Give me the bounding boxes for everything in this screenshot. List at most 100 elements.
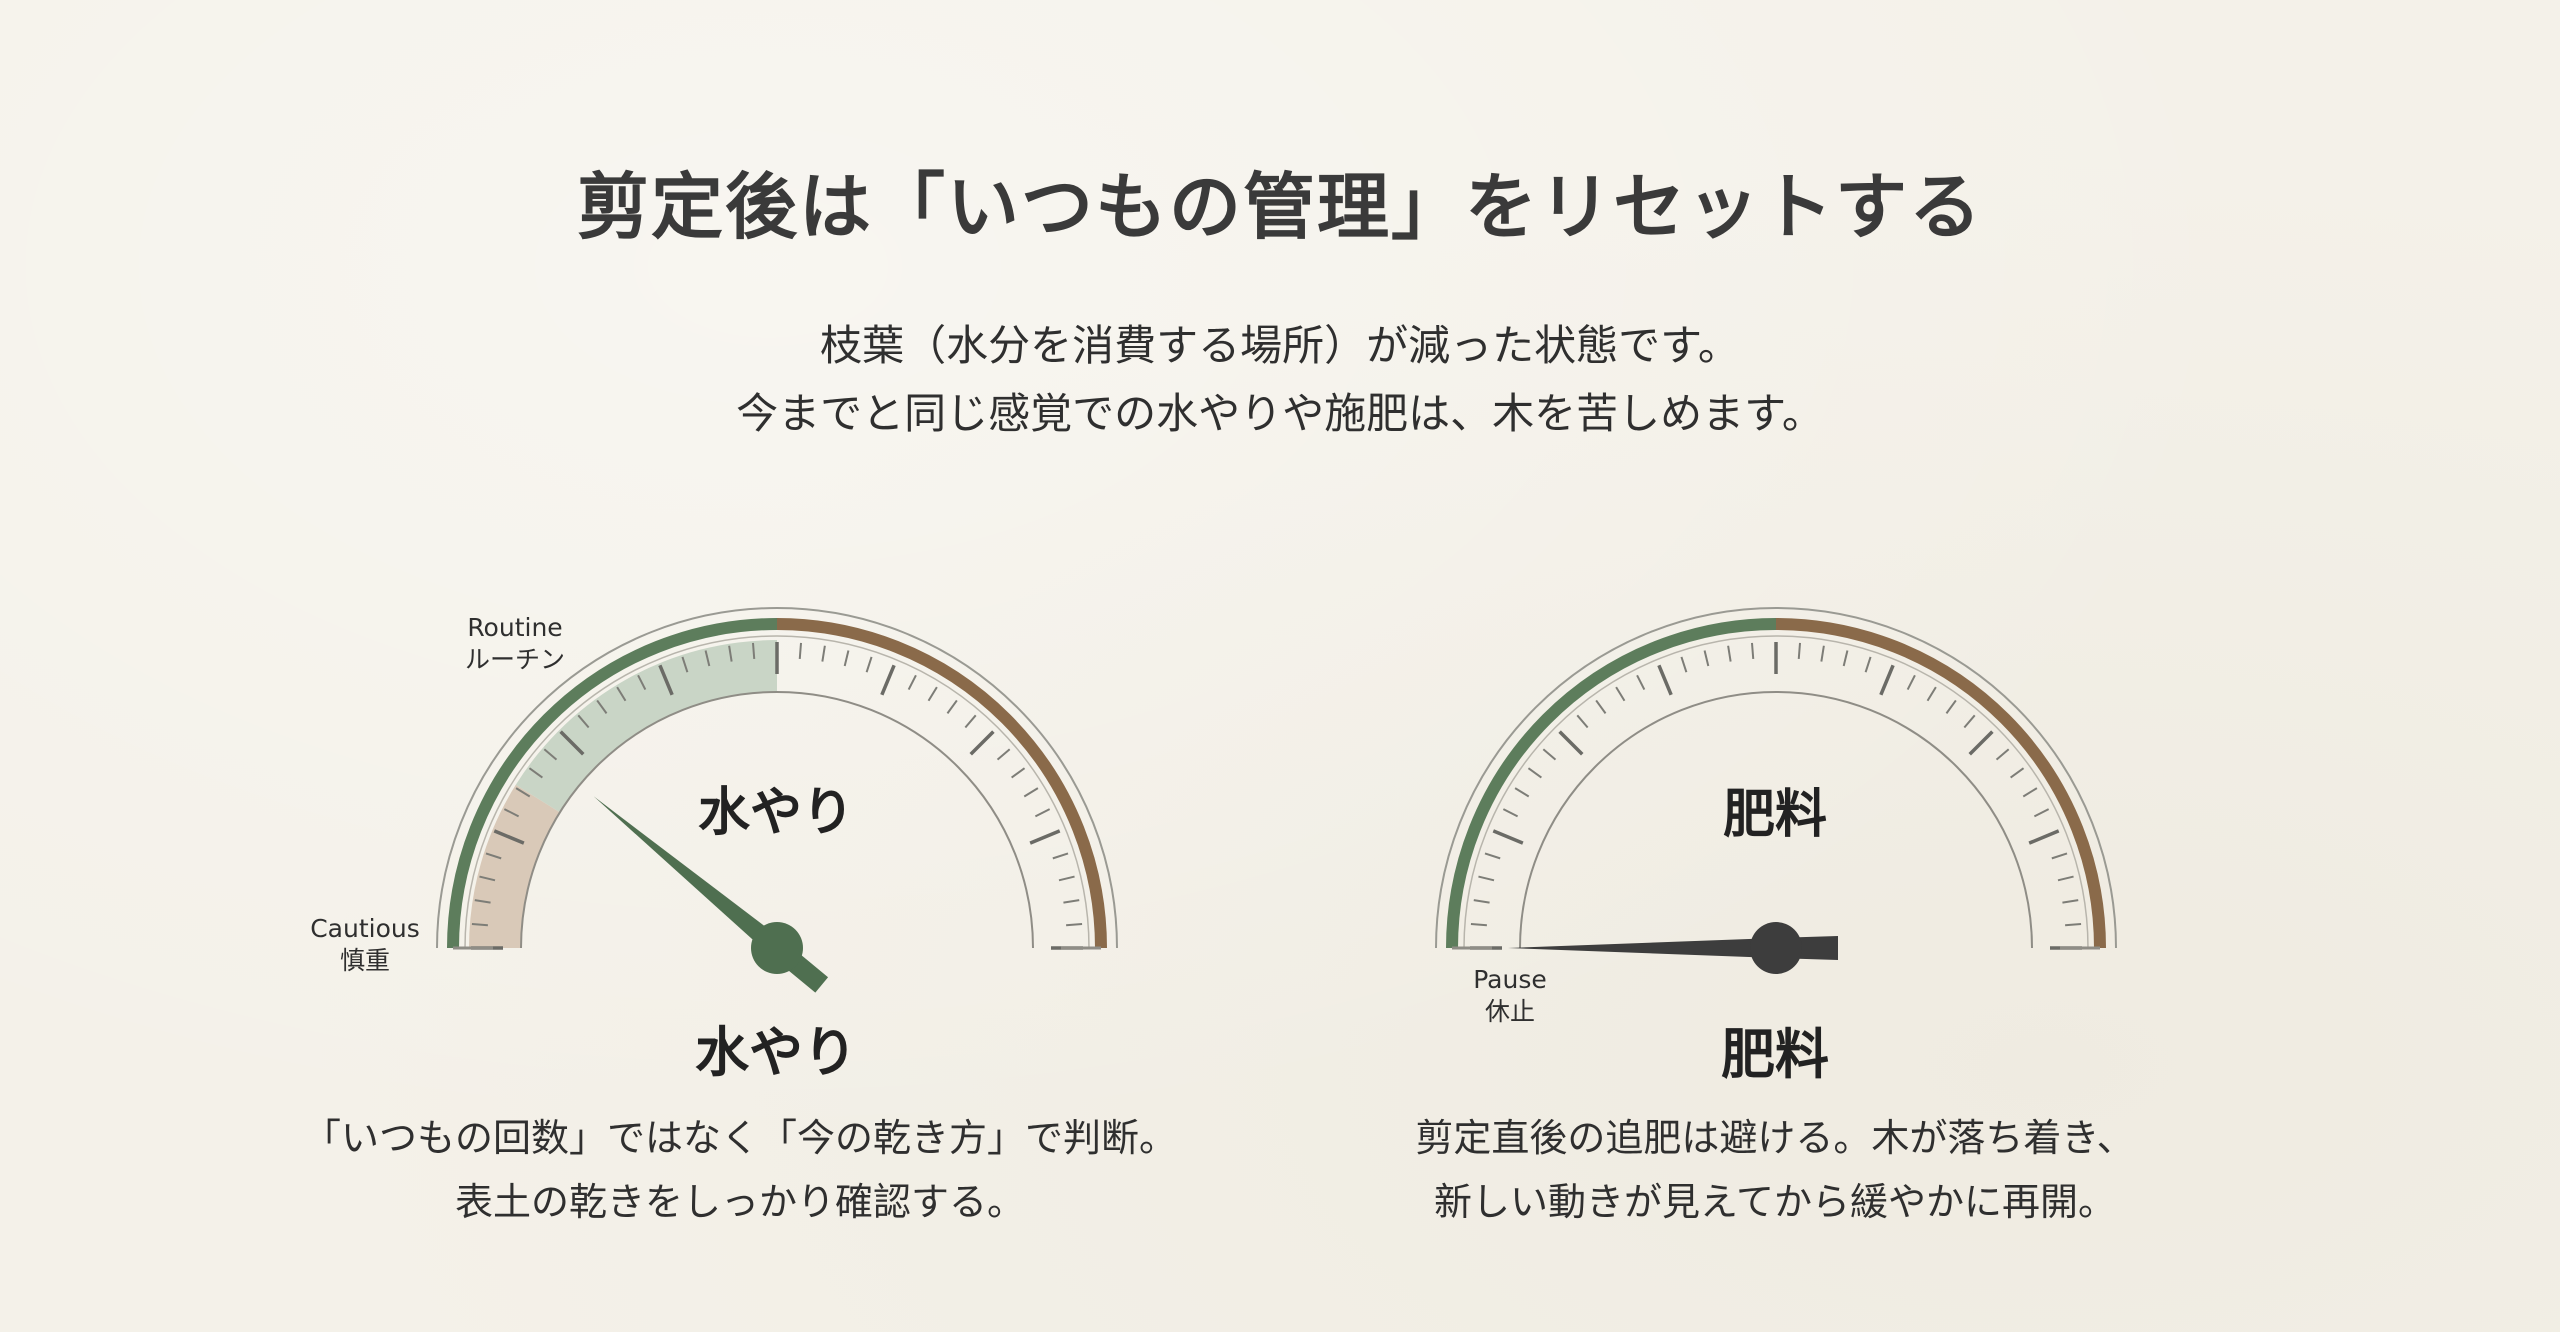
fertilizer-caption-line-2: 新しい動きが見えてから緩やかに再開。 xyxy=(1433,1180,2117,1224)
cautious-label-en: Cautious xyxy=(310,914,420,943)
subtitle-line-1: 枝葉（水分を消費する場所）が減った状態です。 xyxy=(820,321,1740,370)
fertilizer-caption: 剪定直後の追肥は避ける。木が落ち着き、 新しい動きが見えてから緩やかに再開。 xyxy=(1275,1106,2275,1234)
gauge-outer-rim xyxy=(1435,607,2117,949)
gauge-tick xyxy=(559,730,585,756)
fertilizer-gauge xyxy=(1435,607,2117,974)
watering-cautious-label: Cautious 慎重 xyxy=(290,913,440,977)
gauge-tick xyxy=(1058,875,1075,882)
gauge-tick xyxy=(1473,899,1490,904)
watering-caption-line-2: 表土の乾きをしっかり確認する。 xyxy=(454,1180,1025,1224)
cautious-label-ja: 慎重 xyxy=(339,946,390,975)
gauge-inner-ring xyxy=(1463,635,2089,949)
gauge-tick xyxy=(1023,787,1039,798)
gauge-cautious-zone xyxy=(469,784,560,948)
gauge-tick xyxy=(1864,656,1872,673)
gauge-tick xyxy=(596,699,608,714)
gauge-tick xyxy=(1968,730,1994,756)
gauge-tick xyxy=(2028,829,2060,845)
gauge-tick xyxy=(2065,922,2082,927)
gauge-tick xyxy=(1029,829,1061,845)
gauge-tick xyxy=(1514,787,1530,798)
gauge-tick xyxy=(964,714,977,729)
gauge-tick xyxy=(2057,875,2074,882)
gauge-green-arc xyxy=(447,618,778,949)
subtitle-line-2: 今までと同じ感覚での水やりや施肥は、木を苦しめます。 xyxy=(736,389,1824,438)
gauge-tick xyxy=(485,852,502,860)
gauge-tick xyxy=(1478,875,1495,882)
gauge-outer-rim xyxy=(436,607,1118,949)
gauge-tick xyxy=(1945,699,1957,714)
gauge-tick xyxy=(1750,642,1755,659)
gauge-tick xyxy=(479,875,496,882)
gauge-tick xyxy=(1842,650,1849,667)
gauge-tick xyxy=(616,686,627,702)
gauge-brown-arc xyxy=(776,618,1107,949)
gauge-tick xyxy=(821,645,826,662)
fertilizer-gauge-title: 肥料 xyxy=(1721,1023,1829,1086)
gauge-tick xyxy=(1470,922,1487,927)
gauge-green-arc xyxy=(1446,618,1777,949)
gauge-tick xyxy=(1797,642,1802,659)
gauge-tick xyxy=(798,642,803,659)
pause-label-en: Pause xyxy=(1473,965,1547,994)
gauge-tick xyxy=(2022,787,2038,798)
gauge-tick xyxy=(1034,808,1051,818)
gauge-tick xyxy=(681,656,689,673)
routine-label-en: Routine xyxy=(467,613,563,642)
gauge-tick xyxy=(528,767,543,779)
watering-caption: 「いつもの回数」ではなく「今の乾き方」で判断。 表土の乾きをしっかり確認する。 xyxy=(240,1106,1240,1234)
gauge-tick xyxy=(1703,650,1710,667)
gauge-tick xyxy=(1066,922,1083,927)
gauge-tick xyxy=(1502,808,1519,818)
gauge-brown-arc xyxy=(1775,618,2106,949)
gauge-tick xyxy=(1484,852,1501,860)
gauge-tick xyxy=(1576,714,1589,729)
gauge-tick xyxy=(1727,645,1732,662)
gauge-tick xyxy=(1879,664,1895,696)
fertilizer-gauge-center-label: 肥料 xyxy=(1722,785,1827,845)
gauge-tick xyxy=(543,748,558,761)
gauge-tick xyxy=(1906,674,1916,691)
gauge-tick xyxy=(704,650,711,667)
gauge-tick xyxy=(728,645,733,662)
gauge-inner-arc xyxy=(520,691,1034,949)
fertilizer-pause-label: Pause 休止 xyxy=(1440,964,1580,1028)
gauge-tick xyxy=(880,664,896,696)
gauge-tick xyxy=(969,730,995,756)
gauge-tick xyxy=(1595,699,1607,714)
gauge-tick xyxy=(1820,645,1825,662)
gauge-tick xyxy=(1995,748,2010,761)
watering-needle-hub xyxy=(751,922,803,974)
watering-routine-label: Routine ルーチン xyxy=(445,612,585,676)
gauge-tick xyxy=(1492,829,1524,845)
page-title: 剪定後は「いつもの管理」をリセットする xyxy=(576,164,1983,249)
gauge-inner-ring xyxy=(464,635,1090,949)
gauge-tick xyxy=(2033,808,2050,818)
gauge-routine-zone xyxy=(515,640,777,813)
gauge-tick xyxy=(1558,730,1584,756)
gauge-tick xyxy=(1963,714,1976,729)
fertilizer-needle-hub xyxy=(1750,922,1802,974)
gauge-tick xyxy=(1680,656,1688,673)
gauge-tick xyxy=(751,642,756,659)
gauge-tick xyxy=(1052,852,1069,860)
gauge-tick xyxy=(1615,686,1626,702)
gauge-tick xyxy=(658,664,674,696)
gauge-tick xyxy=(471,922,488,927)
gauge-tick xyxy=(2010,767,2025,779)
watering-gauge-center-label: 水やり xyxy=(697,783,854,843)
watering-gauge-title: 水やり xyxy=(695,1021,857,1084)
gauge-tick xyxy=(927,686,938,702)
gauge-tick xyxy=(637,674,647,691)
gauge-tick xyxy=(843,650,850,667)
gauge-tick xyxy=(946,699,958,714)
gauge-tick xyxy=(515,787,531,798)
gauge-tick xyxy=(577,714,590,729)
gauge-tick xyxy=(907,674,917,691)
page-subtitle: 枝葉（水分を消費する場所）が減った状態です。 今までと同じ感覚での水やりや施肥は… xyxy=(0,312,2560,448)
gauge-tick xyxy=(2051,852,2068,860)
gauge-tick xyxy=(1636,674,1646,691)
gauge-tick xyxy=(2062,899,2079,904)
